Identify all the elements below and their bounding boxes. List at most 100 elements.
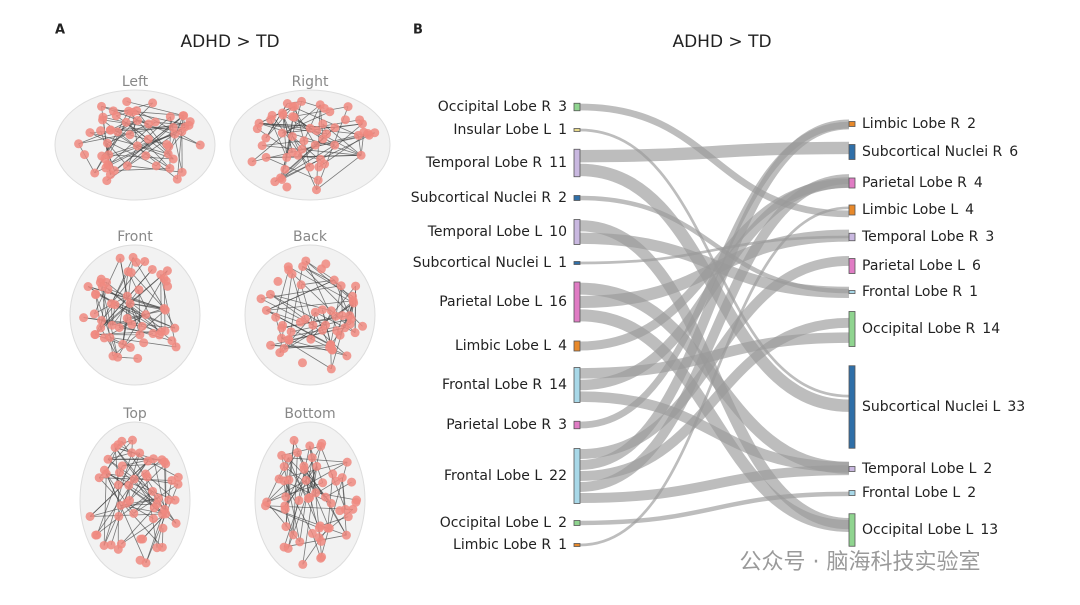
connection [125,122,171,169]
region [124,480,134,490]
region [125,298,135,308]
connection [130,303,166,311]
connection [325,481,352,498]
region [177,167,187,177]
node [573,219,581,245]
region [127,448,137,458]
region [116,500,126,510]
region [277,174,287,184]
region [288,530,298,540]
region [317,552,327,562]
node-count: 22 [549,468,567,484]
region [158,523,168,533]
region [74,139,84,149]
node [848,365,856,449]
region [297,96,307,106]
node-count: 14 [982,321,1000,337]
region [135,555,145,565]
region [282,182,292,192]
region [261,305,271,315]
region [141,310,151,320]
region [150,117,160,127]
node-name: Occipital Lobe L [862,522,974,538]
region [170,323,180,333]
connection [265,505,320,529]
connection [99,282,111,338]
brain-view [244,244,376,386]
region [342,351,352,361]
connection [302,266,353,297]
link [579,119,850,470]
brain-outline [229,89,391,201]
connection [266,309,301,323]
region [133,353,143,363]
node-name: Temporal Lobe R [861,229,979,245]
connection [114,167,170,171]
region [164,495,174,505]
region [321,492,331,502]
connection [137,116,171,147]
region [327,345,337,355]
node-count: 6 [972,258,981,274]
region [170,495,180,505]
node-count: 6 [1009,144,1018,160]
region [106,125,116,135]
region [117,436,127,446]
panel-letter: B [413,23,423,38]
connection [105,473,147,564]
region [305,162,315,172]
region [261,501,271,511]
region [128,252,138,262]
region [96,323,106,333]
connection [102,286,166,311]
connection [291,273,306,320]
region [352,495,362,505]
region [254,118,264,128]
region [99,333,109,343]
brain-view [79,421,191,579]
view-label: Top [122,406,147,422]
node [573,102,581,112]
region [316,264,326,274]
node-name: Temporal Lobe L [427,224,543,240]
region [308,320,318,330]
region [281,492,291,502]
region [98,115,108,125]
node-label: Subcortical Nuclei L 33 [862,399,1025,415]
connection [118,271,129,328]
region [265,289,275,299]
node-count: 2 [967,485,976,501]
region [148,454,158,464]
connection [133,491,153,514]
region [102,277,112,287]
node-name: Frontal Lobe R [862,284,962,300]
region [114,323,124,333]
node-name: Insular Lobe L [453,122,551,138]
region [286,327,296,337]
node [573,543,581,547]
connection [316,154,362,191]
node-name: Temporal Lobe L [861,461,977,477]
node-label: Temporal Lobe L 10 [427,224,567,240]
region [129,508,139,518]
region [283,543,293,553]
region [148,98,158,108]
node-count: 3 [985,229,994,245]
region [295,317,305,327]
region [277,333,287,343]
region [103,285,113,295]
connection [320,123,363,160]
brain-view [69,244,201,386]
region [307,453,317,463]
connection [305,260,354,302]
region [329,275,339,285]
node-name: Temporal Lobe R [425,155,543,171]
node-name: Limbic Lobe R [453,537,551,553]
region [323,523,333,533]
link [579,391,850,473]
region [135,330,145,340]
connection [283,302,354,349]
panel-title: ADHD > TD [180,32,279,52]
region [283,262,293,272]
brain-view [229,89,391,201]
